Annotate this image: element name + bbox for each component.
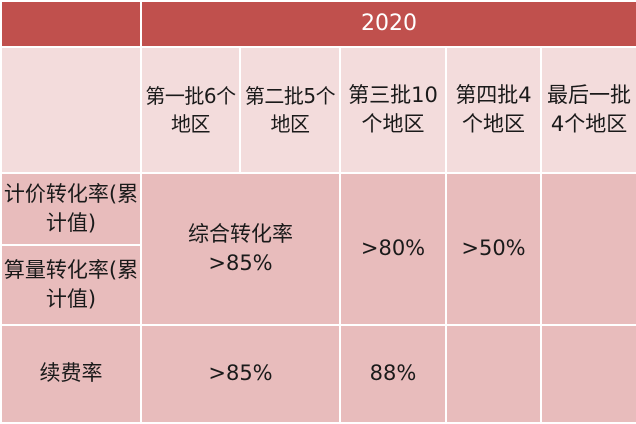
renewal-final-batch-value [539,324,636,424]
combined-conversion-label: 综合转化率 [188,221,293,246]
renewal-row: 续费率 >85% 88% [0,324,636,424]
batch-header-row: 第一批6个地区 第二批5个地区 第三批10个地区 第四批4个地区 最后一批4个地… [0,46,636,174]
final-batch-conversion-value [539,172,636,326]
pricing-conversion-row: 计价转化率(累计值) 综合转化率 >85% >80% >50% [0,172,636,326]
combined-conversion-cell: 综合转化率 >85% [140,172,341,326]
renewal-batch-4-value [445,324,542,424]
row-label-pricing-conversion: 计价转化率(累计值) [0,172,142,246]
column-header-batch-final: 最后一批4个地区 [539,46,636,174]
row-label-volume-conversion: 算量转化率(累计值) [0,244,142,326]
batch-3-conversion-value: >80% [339,172,447,326]
year-header-row: 2020 [0,0,636,48]
year-header: 2020 [139,0,636,48]
header-corner-cell [0,0,142,48]
combined-conversion-value: >85% [208,251,273,275]
column-header-batch-4: 第四批4个地区 [445,46,542,174]
row-label-renewal: 续费率 [0,324,142,424]
renewal-batch-3-value: 88% [339,324,447,424]
volume-conversion-row: 算量转化率(累计值) [0,244,636,326]
batch-header-corner [0,46,142,174]
batch-4-conversion-value: >50% [445,172,542,326]
column-header-batch-2: 第二批5个地区 [239,46,341,174]
renewal-batch-1-2-value: >85% [140,324,341,424]
column-header-batch-1: 第一批6个地区 [140,46,241,174]
column-header-batch-3: 第三批10个地区 [339,46,447,174]
